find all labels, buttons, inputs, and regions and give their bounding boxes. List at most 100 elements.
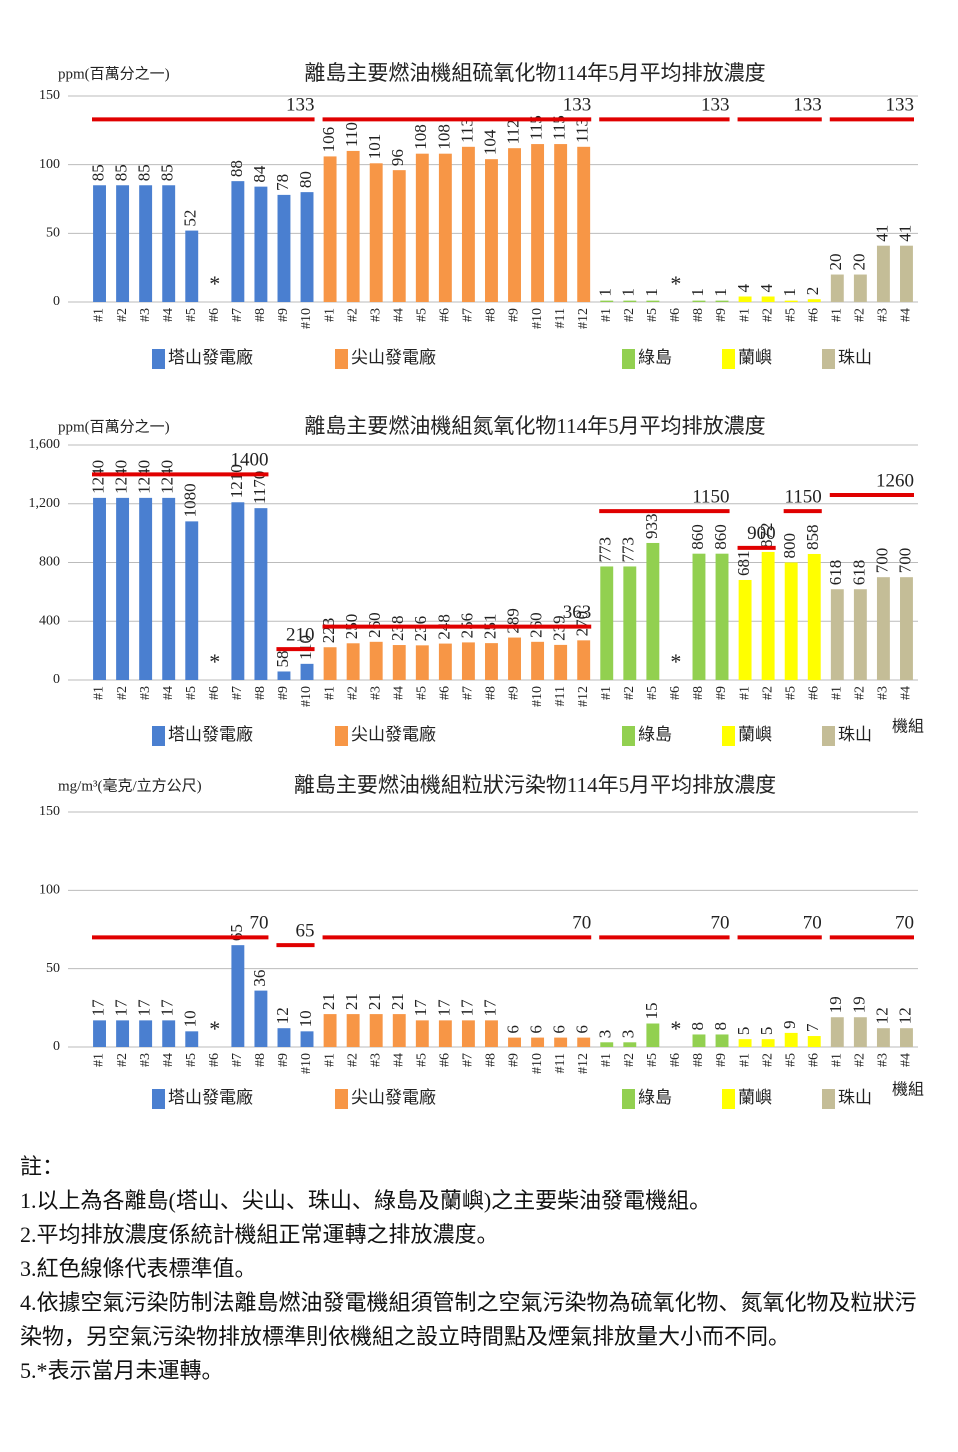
bar	[692, 300, 706, 302]
limit-label: 70	[572, 913, 591, 934]
bar	[623, 566, 637, 680]
legend-swatch	[822, 726, 835, 746]
bar	[623, 1042, 637, 1047]
x-tick-label: #7	[230, 308, 245, 322]
x-tick-label: #3	[876, 1053, 891, 1067]
x-tick-label: #11	[553, 308, 568, 328]
x-tick-label: #1	[599, 308, 614, 322]
limit-label: 363	[563, 602, 592, 623]
y-tick-label: 150	[39, 804, 60, 819]
x-tick-label: #5	[645, 308, 660, 322]
bar	[346, 1014, 360, 1047]
value-label: 20	[849, 254, 868, 271]
x-tick-label: #12	[576, 686, 591, 707]
value-label: 88	[227, 160, 246, 177]
bar	[485, 643, 498, 680]
value-label: 21	[365, 993, 384, 1010]
x-tick-label: #2	[115, 1053, 130, 1067]
x-tick-label: #7	[461, 686, 476, 700]
bar	[646, 542, 660, 680]
x-tick-label: #5	[783, 308, 798, 322]
missing-label: *	[209, 271, 220, 296]
chart-title: 離島主要燃油機組粒狀污染物114年5月平均排放濃度	[294, 773, 776, 797]
x-tick-label: #5	[415, 1053, 430, 1067]
bar	[93, 497, 106, 680]
y-tick-label: 0	[53, 1039, 60, 1054]
value-label: 289	[503, 608, 522, 634]
x-tick-label: #1	[830, 1053, 845, 1067]
notes-heading: 註：	[20, 1154, 65, 1179]
x-tick-label: #11	[553, 1053, 568, 1073]
x-tick-label: #8	[691, 308, 706, 322]
value-label: 12	[872, 1007, 891, 1024]
limit-label: 70	[803, 913, 822, 934]
x-tick-label: #8	[691, 686, 706, 700]
value-label: 113	[573, 118, 592, 143]
y-tick-label: 100	[39, 157, 60, 172]
x-tick-label: #1	[92, 686, 107, 700]
value-label: 1	[642, 288, 661, 297]
x-tick-label: #1	[830, 686, 845, 700]
value-label: 270	[573, 611, 592, 637]
bar	[231, 945, 245, 1047]
x-tick-label: #1	[599, 686, 614, 700]
x-tick-label: #4	[899, 1053, 914, 1067]
bar	[300, 1031, 314, 1047]
x-tick-label: #8	[484, 686, 499, 700]
x-tick-label: #5	[783, 686, 798, 700]
y-tick-label: 800	[39, 555, 60, 570]
bar	[738, 296, 752, 302]
x-tick-label: #4	[391, 686, 406, 700]
value-label: 115	[550, 115, 569, 140]
value-label: 106	[319, 127, 338, 153]
legend-swatch	[722, 349, 735, 369]
bar	[761, 296, 775, 302]
x-tick-label: #8	[253, 686, 268, 700]
legend-label: 蘭嶼	[738, 348, 772, 367]
x-tick-label: #4	[899, 308, 914, 322]
limit-label: 1150	[784, 486, 821, 507]
bar	[231, 181, 245, 302]
bar	[508, 1037, 521, 1047]
x-tick-label: #9	[714, 1053, 729, 1067]
bar	[162, 497, 176, 680]
value-label: 17	[111, 999, 130, 1017]
x-tick-label: #1	[599, 1053, 614, 1067]
bar	[415, 1020, 429, 1047]
bar	[323, 647, 337, 680]
limit-label: 1400	[230, 450, 268, 471]
missing-label: *	[209, 1016, 220, 1041]
x-tick-label: #5	[783, 1053, 798, 1067]
value-label: 108	[434, 124, 453, 150]
bar	[485, 1020, 498, 1047]
bar	[369, 641, 383, 680]
notes: 註： 1.以上為各離島(塔山、尖山、珠山、綠島及蘭嶼)之主要柴油發電機組。 2.…	[20, 1150, 935, 1388]
x-tick-label: #11	[553, 686, 568, 706]
bar	[277, 194, 291, 302]
value-label: 110	[342, 122, 361, 147]
x-tick-label: #9	[276, 308, 291, 322]
bar	[93, 1020, 106, 1047]
value-label: 8	[688, 1022, 707, 1031]
x-tick-label: #5	[645, 1053, 660, 1067]
bar	[185, 1031, 199, 1047]
missing-label: *	[209, 649, 220, 674]
value-label: 20	[826, 254, 845, 271]
bar	[554, 644, 568, 680]
legend-label: 綠島	[638, 348, 672, 367]
x-tick-label: #9	[507, 308, 522, 322]
x-axis-label: 機組	[892, 1081, 924, 1099]
value-label: 8	[711, 1022, 730, 1031]
x-tick-label: #8	[691, 1053, 706, 1067]
x-tick-label: #8	[253, 308, 268, 322]
legend-label: 尖山發電廠	[351, 347, 436, 367]
bar	[738, 579, 752, 680]
value-label: 860	[688, 524, 707, 550]
value-label: 1	[780, 288, 799, 297]
x-tick-label: #6	[806, 686, 821, 700]
value-label: 17	[158, 999, 177, 1017]
bar	[485, 159, 498, 302]
legend-swatch	[152, 349, 165, 369]
value-label: 85	[111, 164, 130, 181]
x-tick-label: #6	[668, 686, 683, 700]
